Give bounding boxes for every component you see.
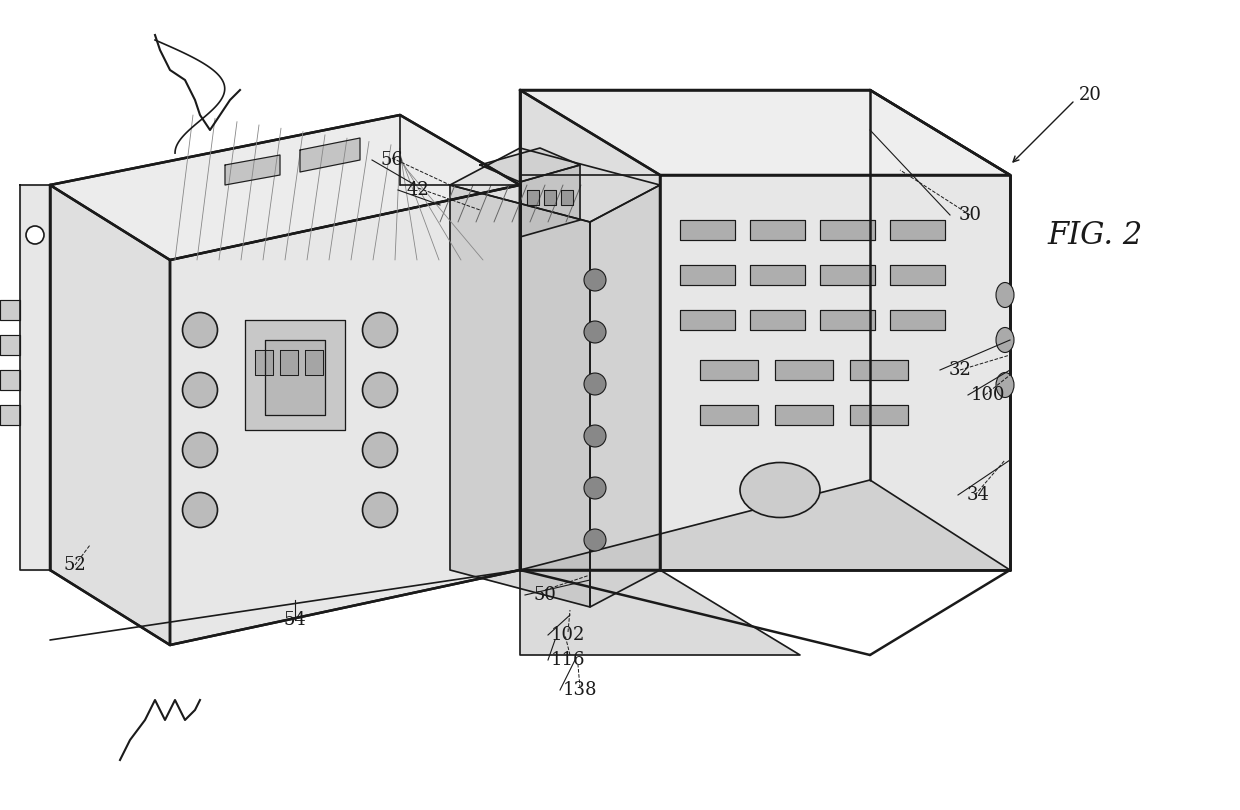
- Ellipse shape: [362, 373, 398, 407]
- Ellipse shape: [584, 529, 606, 551]
- Polygon shape: [480, 148, 580, 182]
- Ellipse shape: [996, 327, 1014, 352]
- Polygon shape: [0, 335, 20, 355]
- Polygon shape: [890, 220, 945, 240]
- Polygon shape: [520, 480, 1011, 570]
- Text: 100: 100: [971, 386, 1006, 404]
- Polygon shape: [280, 350, 298, 375]
- Text: 20: 20: [1079, 86, 1101, 104]
- Polygon shape: [750, 220, 805, 240]
- Text: 102: 102: [551, 626, 585, 644]
- Polygon shape: [450, 148, 660, 222]
- Polygon shape: [224, 155, 280, 185]
- Ellipse shape: [182, 492, 217, 527]
- Polygon shape: [775, 360, 833, 380]
- Text: 30: 30: [959, 206, 982, 224]
- Polygon shape: [680, 265, 735, 285]
- Polygon shape: [820, 220, 875, 240]
- Polygon shape: [849, 360, 908, 380]
- Polygon shape: [20, 185, 50, 570]
- Polygon shape: [890, 265, 945, 285]
- Polygon shape: [520, 90, 660, 570]
- Polygon shape: [50, 185, 170, 645]
- Ellipse shape: [996, 283, 1014, 308]
- Ellipse shape: [584, 321, 606, 343]
- Polygon shape: [0, 370, 20, 390]
- Ellipse shape: [584, 373, 606, 395]
- Polygon shape: [0, 300, 20, 320]
- Ellipse shape: [362, 433, 398, 467]
- Polygon shape: [50, 115, 520, 260]
- Text: FIG. 2: FIG. 2: [1048, 220, 1142, 250]
- Text: 56: 56: [381, 151, 403, 169]
- Polygon shape: [0, 405, 20, 425]
- Polygon shape: [849, 405, 908, 425]
- Polygon shape: [450, 185, 590, 607]
- Ellipse shape: [584, 425, 606, 447]
- Text: 54: 54: [284, 611, 306, 629]
- Polygon shape: [680, 310, 735, 330]
- Polygon shape: [590, 185, 660, 607]
- Polygon shape: [750, 310, 805, 330]
- Polygon shape: [701, 360, 758, 380]
- Text: 32: 32: [949, 361, 971, 379]
- Polygon shape: [820, 265, 875, 285]
- Text: 52: 52: [63, 556, 87, 574]
- Polygon shape: [527, 190, 539, 205]
- Polygon shape: [820, 310, 875, 330]
- Polygon shape: [560, 190, 573, 205]
- Polygon shape: [520, 570, 800, 655]
- Ellipse shape: [996, 373, 1014, 398]
- Polygon shape: [544, 190, 556, 205]
- Ellipse shape: [182, 313, 217, 347]
- Ellipse shape: [26, 226, 43, 244]
- Ellipse shape: [182, 433, 217, 467]
- Polygon shape: [750, 265, 805, 285]
- Polygon shape: [300, 138, 360, 172]
- Polygon shape: [520, 165, 580, 237]
- Polygon shape: [170, 185, 520, 645]
- Ellipse shape: [182, 373, 217, 407]
- Text: 34: 34: [966, 486, 990, 504]
- Polygon shape: [890, 310, 945, 330]
- Text: 138: 138: [563, 681, 598, 699]
- Ellipse shape: [362, 313, 398, 347]
- Ellipse shape: [740, 463, 820, 518]
- Text: 42: 42: [407, 181, 429, 199]
- Text: 116: 116: [551, 651, 585, 669]
- Ellipse shape: [362, 492, 398, 527]
- Polygon shape: [660, 175, 1011, 570]
- Polygon shape: [246, 320, 345, 430]
- Polygon shape: [520, 90, 1011, 175]
- Polygon shape: [265, 340, 325, 415]
- Text: 50: 50: [533, 586, 557, 604]
- Polygon shape: [255, 350, 273, 375]
- Polygon shape: [680, 220, 735, 240]
- Ellipse shape: [584, 269, 606, 291]
- Ellipse shape: [584, 477, 606, 499]
- Polygon shape: [775, 405, 833, 425]
- Polygon shape: [305, 350, 322, 375]
- Polygon shape: [701, 405, 758, 425]
